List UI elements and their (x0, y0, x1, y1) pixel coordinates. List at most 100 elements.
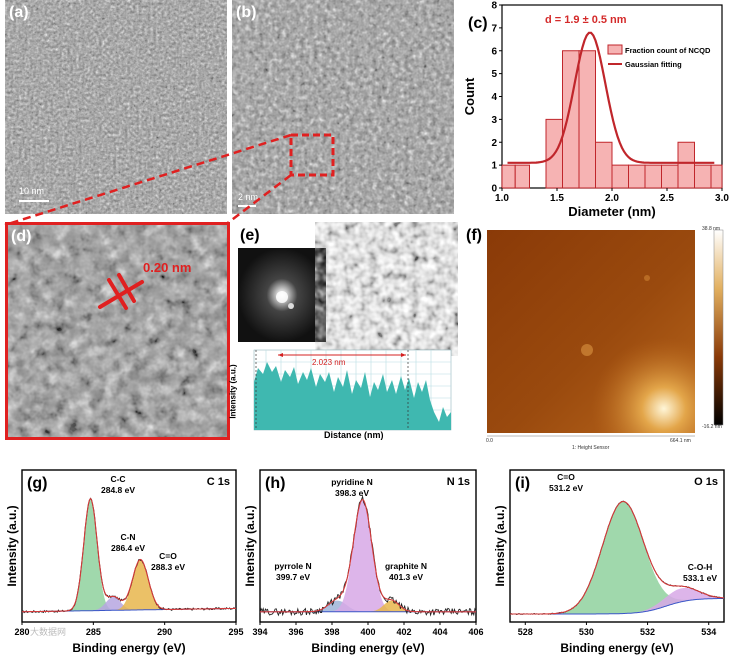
scale-bar-label-b: 2 nm (238, 192, 259, 202)
peak-value-label: 284.8 eV (101, 485, 135, 495)
y-tick-label: 0 (491, 184, 497, 195)
x-tick-label: 2.0 (605, 193, 619, 204)
scale-bar-label-a: 10 nm (19, 186, 45, 196)
peak-name-label: C-O-H (688, 562, 713, 572)
histogram-bar (694, 164, 712, 189)
x-tick-label: 400 (360, 627, 375, 637)
y-tick-label: 2 (491, 138, 497, 149)
x-axis-label: Binding energy (eV) (560, 641, 673, 655)
y-tick-label: 7 (491, 23, 497, 34)
peak-component-c-o-h (510, 587, 724, 614)
histogram-bar (514, 164, 531, 189)
legend-label-fit: Gaussian fitting (625, 60, 682, 69)
x-tick-label: 530 (579, 627, 594, 637)
peak-component-c-o (22, 559, 236, 612)
x-tick-label: 394 (252, 627, 267, 637)
watermark-text: 大数据网 (30, 626, 66, 637)
panel-label-f: (f) (466, 227, 482, 244)
peak-value-label: 531.2 eV (549, 483, 583, 493)
panel-f-afm: (f) 38.8 nm -16.2 (462, 222, 731, 454)
peak-value-label: 398.3 eV (335, 488, 369, 498)
lattice-spacing-label: 0.20 nm (143, 260, 192, 275)
x-axis-label: Binding energy (eV) (72, 641, 185, 655)
panel-label-c: (c) (468, 15, 488, 32)
afm-axis-max: 664.1 nm (670, 438, 691, 444)
profile-ylabel: Intensity (a.u.) (228, 364, 238, 419)
x-tick-label: 528 (518, 627, 533, 637)
profile-xlabel: Distance (nm) (324, 430, 384, 440)
intensity-profile-fill (254, 362, 451, 430)
x-tick-label: 398 (324, 627, 339, 637)
panel-a-tem-image: (a) 10 nm (5, 0, 227, 214)
x-tick-label: 404 (432, 627, 447, 637)
element-label: N 1s (447, 476, 470, 488)
x-tick-label: 2.5 (660, 193, 674, 204)
peak-value-label: 288.3 eV (151, 562, 185, 572)
panel-d-hrtem-image: (d) 0.20 nm (5, 222, 230, 440)
fit-envelope-line (510, 500, 725, 615)
peak-component-c-o (510, 501, 724, 614)
peak-value-label: 286.4 eV (111, 543, 145, 553)
histogram-bar (611, 164, 629, 189)
y-tick-label: 8 (491, 1, 497, 12)
panel-label-h: (h) (265, 475, 285, 492)
peak-name-label: C-N (120, 532, 135, 542)
y-tick-label: 1 (491, 161, 497, 172)
histogram-bar (677, 141, 695, 189)
histogram-bar (661, 164, 679, 189)
peak-name-label: graphite N (385, 561, 427, 571)
x-axis-label: Binding energy (eV) (311, 641, 424, 655)
x-tick-label: 534 (701, 627, 716, 637)
y-tick-label: 5 (491, 69, 497, 80)
panel-b-tem-image: (b) 2 nm (232, 0, 454, 214)
histogram-bar (710, 164, 723, 189)
panel-label-d: (d) (11, 228, 32, 245)
filtered-image (328, 224, 456, 344)
panel-label-b: (b) (236, 4, 257, 21)
peak-name-label: pyrrole N (274, 561, 311, 571)
fit-envelope-line (21, 497, 236, 613)
histogram-bar (628, 164, 646, 189)
scale-bar-b (238, 205, 256, 207)
x-tick-label: 280 (14, 627, 29, 637)
x-tick-label: 396 (288, 627, 303, 637)
x-tick-label: 532 (640, 627, 655, 637)
histogram-bar (578, 50, 596, 189)
x-tick-label: 295 (228, 627, 243, 637)
colorbar-min: -16.2 nm (702, 424, 722, 430)
peak-name-label: C=O (557, 472, 575, 482)
y-tick-label: 3 (491, 115, 497, 126)
element-label: O 1s (694, 476, 718, 488)
panel-g-xps: 280 285 290 295 Binding energy (eV) Intensity… (0, 452, 244, 659)
xps-n1s-chart: 394 396 398 400 402 404 406 Binding energy (eV)… (243, 469, 484, 655)
gaussian-fit-line (507, 31, 715, 164)
hrtem-texture-d (8, 225, 227, 437)
panel-label-e: (e) (240, 227, 260, 244)
panel-label-i: (i) (515, 475, 530, 492)
legend-label-bar: Fraction count of NCQD (625, 46, 711, 55)
xps-c1s-chart: 280 285 290 295 Binding energy (eV) Intensity… (5, 469, 244, 655)
y-axis-label: Intensity (a.u.) (5, 505, 19, 586)
peak-component-pyrrole-n (260, 499, 476, 612)
histogram-chart: (c) 1.0 1.5 2.0 2.5 3.0 0 1 2 3 4 5 6 7 8 Diameter (nm… (462, 1, 729, 220)
fft-distance-label: 2.023 nm (312, 358, 346, 367)
histogram-bar (501, 164, 516, 189)
x-tick-label: 1.0 (495, 193, 509, 204)
x-axis-label: Diameter (nm) (568, 204, 655, 219)
peak-name-label: pyridine N (331, 477, 373, 487)
y-axis-label: Intensity (a.u.) (244, 505, 257, 586)
y-tick-label: 6 (491, 46, 497, 57)
peak-name-label: C=O (159, 551, 177, 561)
peak-name-label: C-C (110, 474, 125, 484)
afm-axis-min: 0.0 (486, 438, 493, 444)
tem-texture-b (232, 0, 454, 214)
x-tick-label: 290 (157, 627, 172, 637)
chart-title: d = 1.9 ± 0.5 nm (545, 14, 627, 26)
panel-i-xps: 528 530 532 534 Binding energy (eV) Intensity… (488, 452, 731, 659)
panel-label-a: (a) (9, 4, 29, 21)
x-tick-label: 3.0 (715, 193, 729, 204)
panel-e-fft: (e) 2.023 nm Distance (nm) Intensity (a.… (229, 222, 458, 442)
lattice-marker (98, 273, 144, 310)
histogram-bar (644, 164, 662, 189)
x-tick-label: 402 (396, 627, 411, 637)
